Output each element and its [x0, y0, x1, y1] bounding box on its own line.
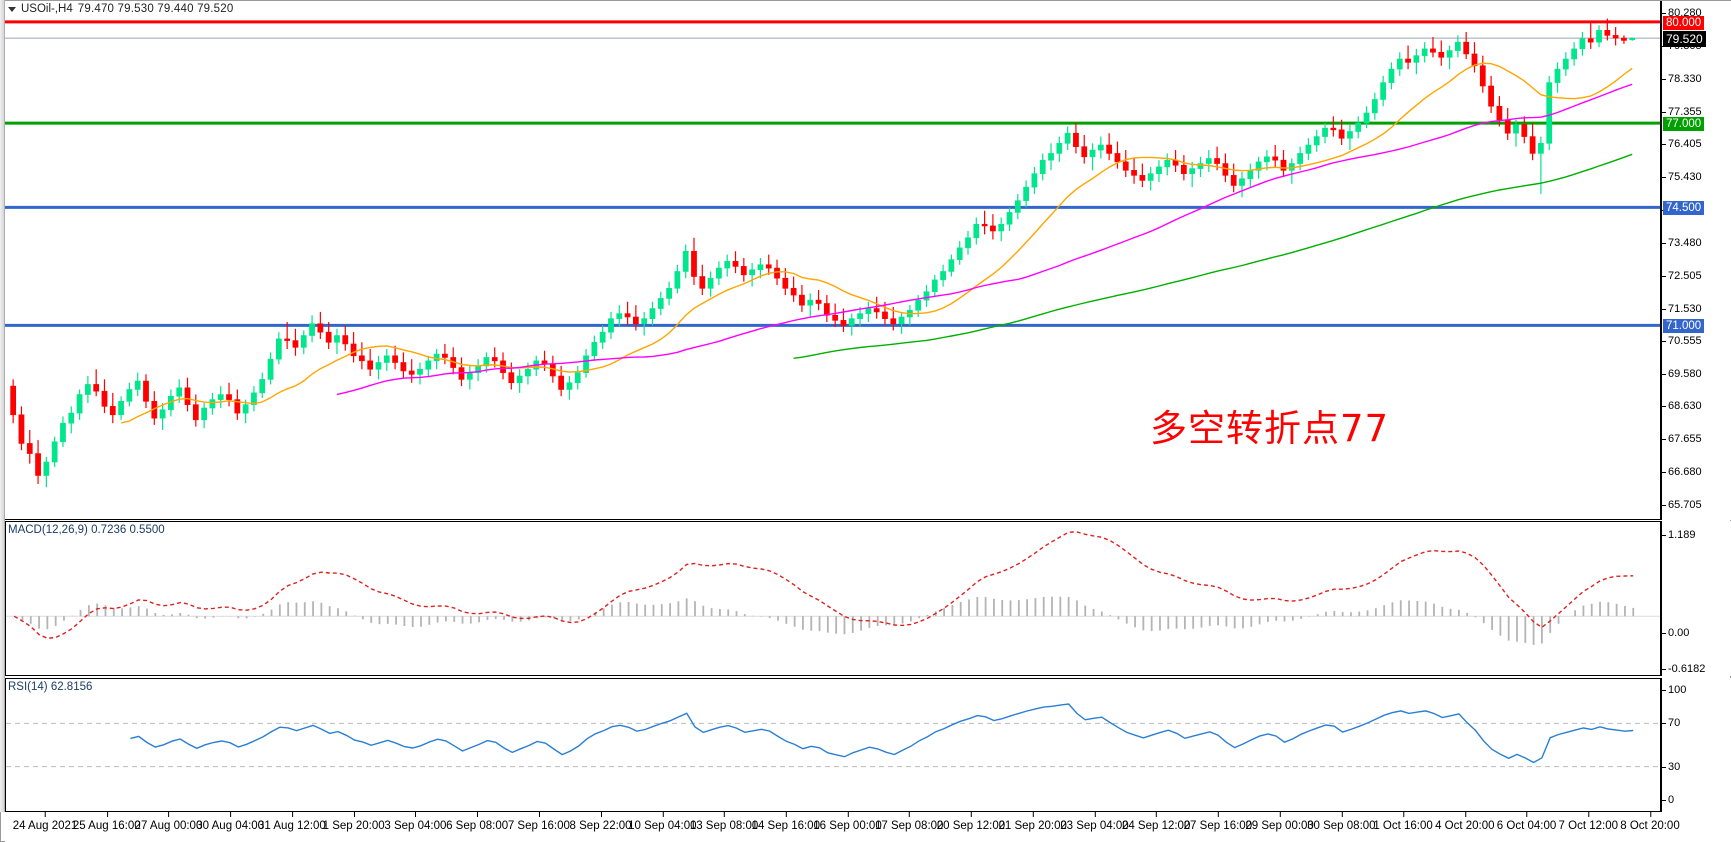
- macd-series-plot: [6, 531, 1660, 645]
- price-axis-tick: 72.505: [1662, 270, 1702, 282]
- price-axis-tick: 76.405: [1662, 138, 1702, 150]
- rsi-panel[interactable]: [5, 678, 1661, 812]
- symbol-header: USOil-,H4 79.470 79.530 79.440 79.520: [8, 3, 233, 15]
- time-axis-tick: 1 Sep 20:00: [322, 812, 385, 832]
- time-axis-tick: 7 Oct 12:00: [1558, 812, 1618, 832]
- caret-down-icon[interactable]: [8, 6, 16, 12]
- time-axis-tick: 27 Aug 00:00: [134, 812, 203, 832]
- left-scroll-strip[interactable]: [0, 0, 5, 812]
- price-axis-tick: 66.680: [1662, 466, 1702, 478]
- price-axis-tick: 75.430: [1662, 171, 1702, 183]
- time-axis-tick: 31 Aug 12:00: [258, 812, 326, 832]
- current-price-label[interactable]: 79.520: [1663, 31, 1706, 48]
- price-axis-tick: 78.330: [1662, 73, 1702, 85]
- rsi-label: RSI(14) 62.8156: [8, 681, 93, 693]
- time-axis-tick: 27 Sep 16:00: [1183, 812, 1253, 832]
- symbol-name: USOil-,H4: [21, 3, 73, 15]
- macd-axis-tick: 0.00: [1662, 627, 1689, 639]
- price-y-axis[interactable]: 80.28079.30578.33077.35576.40575.43074.4…: [1661, 1, 1731, 520]
- time-axis-tick: 30 Aug 04:00: [196, 812, 265, 832]
- macd-label: MACD(12,26,9) 0.7236 0.5500: [8, 524, 165, 536]
- time-axis-tick: 29 Sep 00:00: [1245, 812, 1314, 832]
- time-axis-tick: 10 Sep 04:00: [628, 812, 697, 832]
- rsi-axis-tick: 100: [1662, 684, 1686, 696]
- time-axis-tick: 7 Sep 16:00: [507, 812, 570, 832]
- price-axis-tick: 68.630: [1662, 400, 1702, 412]
- level-price-label[interactable]: 74.500: [1663, 201, 1705, 216]
- rsi-axis-tick: 30: [1662, 761, 1680, 773]
- macd-axis-tick: 1.189: [1662, 529, 1696, 541]
- macd-panel[interactable]: [5, 521, 1661, 676]
- price-chart-panel[interactable]: [5, 1, 1661, 520]
- level-price-label[interactable]: 80.000: [1663, 15, 1705, 30]
- macd-axis-tick: -0.6182: [1662, 663, 1705, 675]
- price-axis-tick: 69.580: [1662, 368, 1702, 380]
- chart-annotation: 多空转折点77: [1150, 407, 1390, 450]
- time-axis-tick: 13 Sep 08:00: [689, 812, 759, 832]
- time-axis-tick: 25 Aug 16:00: [72, 812, 141, 832]
- time-axis-tick: 14 Sep 16:00: [751, 812, 820, 832]
- time-x-axis[interactable]: 24 Aug 2021 25 Aug 16:00 27 Aug 00:00 30 Au…: [5, 812, 1731, 842]
- time-axis-tick: 24 Aug 2021: [12, 812, 78, 832]
- time-axis-tick: 21 Sep 20:00: [998, 812, 1067, 832]
- rsi-axis-tick: 70: [1662, 717, 1680, 729]
- time-axis-tick: 30 Sep 08:00: [1307, 812, 1376, 832]
- time-axis-tick: 4 Oct 20:00: [1435, 812, 1495, 832]
- level-price-label[interactable]: 71.000: [1663, 319, 1705, 334]
- time-axis-tick: 6 Oct 04:00: [1496, 812, 1557, 832]
- time-axis-tick: 8 Oct 20:00: [1620, 812, 1680, 832]
- price-axis-tick: 65.705: [1662, 499, 1702, 511]
- macd-y-axis[interactable]: 1.189 0.00 -0.6182: [1661, 521, 1731, 676]
- time-axis-tick: 1 Oct 16:00: [1373, 812, 1433, 832]
- time-axis-tick: 23 Sep 04:00: [1060, 812, 1129, 832]
- time-axis-tick: 16 Sep 00:00: [813, 812, 882, 832]
- rsi-axis-tick: 0: [1662, 794, 1674, 806]
- level-price-label[interactable]: 77.000: [1663, 117, 1705, 132]
- time-axis-tick: 24 Sep 12:00: [1121, 812, 1191, 832]
- rsi-y-axis[interactable]: 100 70 30 0: [1661, 678, 1731, 812]
- time-axis-tick: 8 Sep 22:00: [569, 812, 632, 832]
- price-axis-tick: 71.530: [1662, 303, 1702, 315]
- price-axis-tick: 67.655: [1662, 433, 1702, 445]
- time-axis-tick: 20 Sep 12:00: [936, 812, 1006, 832]
- time-axis-tick: 6 Sep 08:00: [446, 812, 509, 832]
- price-axis-tick: 73.480: [1662, 237, 1702, 249]
- price-axis-tick: 77.355: [1662, 106, 1702, 118]
- time-axis-tick: 17 Sep 08:00: [875, 812, 944, 832]
- price-axis-tick: 70.555: [1662, 335, 1702, 347]
- price-series-plot: [5, 18, 1660, 488]
- time-axis-tick: 3 Sep 04:00: [384, 812, 447, 832]
- rsi-series-plot: [6, 703, 1660, 768]
- ohlc-values: 79.470 79.530 79.440 79.520: [77, 3, 234, 15]
